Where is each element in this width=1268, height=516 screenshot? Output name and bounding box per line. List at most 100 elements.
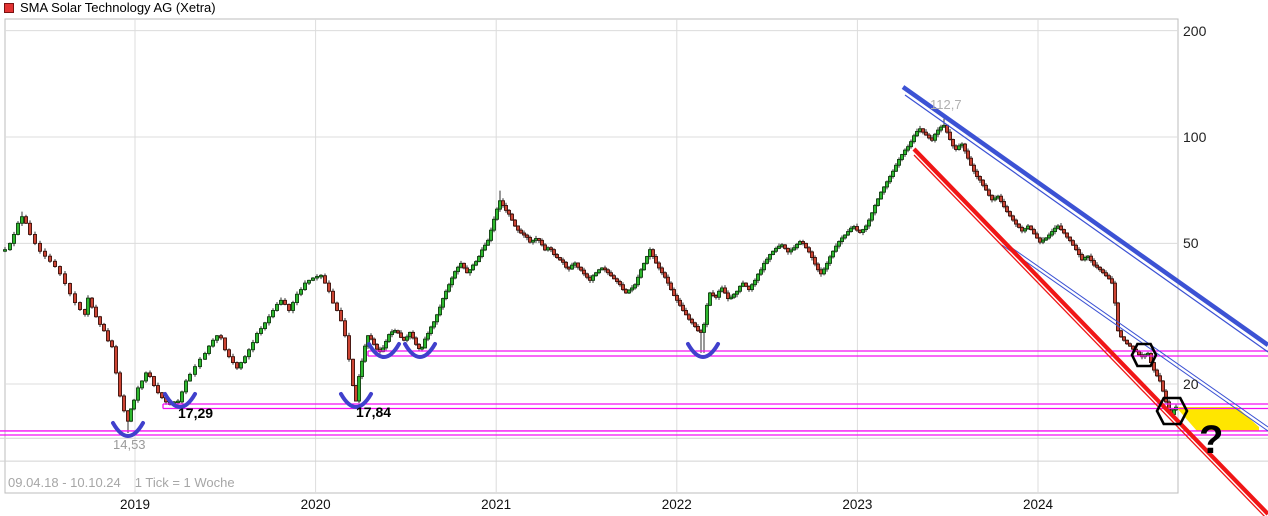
candle-body (507, 209, 511, 215)
candle-body (594, 272, 598, 277)
candle-body (176, 400, 180, 404)
candle-body (1008, 211, 1012, 217)
candle-body (402, 336, 406, 341)
candle-body (954, 145, 958, 150)
candle-body (459, 262, 463, 268)
candle-body (1077, 249, 1081, 255)
candle-body (259, 328, 263, 334)
candle-body (810, 251, 814, 258)
candle-body (299, 289, 303, 295)
candle-body (1050, 231, 1054, 236)
candle-body (480, 249, 484, 257)
candle-body (522, 232, 526, 236)
candle-body (666, 276, 670, 284)
candle-body (603, 267, 607, 271)
candle-body (648, 249, 652, 257)
tick-interval-label: 1 Tick = 1 Woche (134, 475, 235, 490)
candle-body (193, 366, 197, 375)
trendline-thick (901, 85, 1268, 347)
candle-body (3, 249, 7, 252)
candle-body (618, 281, 622, 286)
projection-highlight-zone (1176, 407, 1259, 431)
candle-body (94, 306, 98, 318)
candle-body (1044, 237, 1048, 241)
candle-body (936, 129, 940, 135)
candle-body (645, 256, 649, 264)
candle-body (414, 337, 418, 345)
price-annotation-low_17_29: 17,29 (178, 405, 214, 421)
candle-body (927, 134, 931, 139)
candle-body (1122, 336, 1126, 341)
candle-body (408, 331, 412, 338)
candle-body (106, 330, 110, 342)
candle-body (747, 285, 751, 291)
candle-body (1110, 278, 1114, 284)
candle-body (918, 128, 922, 132)
candle-body (525, 234, 529, 238)
candle-body (585, 273, 589, 278)
candle-body (615, 278, 619, 282)
candle-body (1032, 229, 1036, 235)
candle-body (1164, 390, 1168, 403)
candle-body (717, 290, 721, 298)
hexagon-candle-marker (1155, 396, 1189, 426)
candle-body (411, 331, 415, 339)
candle-body (861, 229, 865, 233)
candle-body (1071, 240, 1075, 246)
candle-body (834, 245, 838, 252)
candle-body (633, 284, 637, 289)
candle-body (144, 372, 148, 382)
trendline-thick (912, 147, 1268, 516)
candle-body (807, 247, 811, 253)
candle-body (78, 302, 82, 310)
candle-body (307, 279, 311, 284)
candle-body (1029, 225, 1033, 231)
candle-body (972, 164, 976, 172)
candle-body (534, 238, 538, 241)
candle-body (510, 213, 514, 221)
candle-body (372, 338, 376, 345)
candle-body (657, 262, 661, 269)
candle-body (438, 306, 442, 316)
candle-body (180, 391, 184, 403)
candle-body (1116, 302, 1120, 332)
candle-body (468, 269, 472, 274)
candle-body (813, 257, 817, 265)
candle-body (33, 233, 37, 244)
candle-body (957, 145, 961, 150)
candle-body (660, 267, 664, 274)
candle-body (129, 408, 133, 422)
y-axis-label: 100 (1183, 129, 1207, 145)
candle-body (636, 276, 640, 286)
candle-body (420, 346, 424, 350)
candle-body (315, 276, 319, 279)
candle-body (474, 261, 478, 266)
candle-body (369, 335, 373, 340)
candle-body (90, 297, 94, 308)
candle-body (831, 250, 835, 258)
candle-body (1095, 264, 1099, 268)
candle-body (588, 276, 592, 281)
candle-body (279, 299, 283, 305)
candle-body (132, 399, 136, 410)
reversal-arc-marker (367, 342, 401, 359)
candle-body (1161, 380, 1165, 392)
candle-body (1041, 239, 1045, 243)
reversal-arc-marker (163, 392, 197, 409)
candle-body (894, 164, 898, 172)
candle-body (122, 395, 126, 412)
question-mark-annotation: ? (1199, 418, 1224, 462)
date-range-label: 09.04.18 - 10.10.24 (8, 475, 121, 490)
candle-body (942, 124, 946, 128)
candle-body (331, 290, 335, 304)
reversal-arc-marker (111, 421, 145, 438)
candle-body (612, 275, 616, 280)
candle-body (876, 198, 880, 206)
candle-body (804, 242, 808, 249)
candle-body (885, 181, 889, 188)
candle-body (1089, 255, 1093, 262)
candle-body (723, 287, 727, 294)
candle-body (227, 349, 231, 358)
